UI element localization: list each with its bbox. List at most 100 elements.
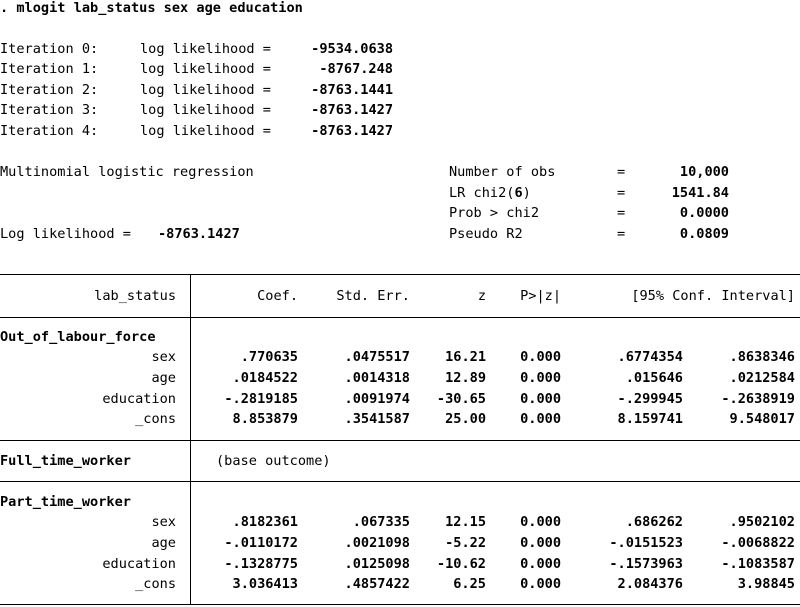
coef-cell: -.0110172 bbox=[224, 535, 298, 551]
log-likelihood-value: -8763.1427 bbox=[158, 226, 240, 242]
stat-value: 10,000 bbox=[679, 164, 729, 180]
iteration-text: log likelihood = bbox=[140, 102, 271, 118]
ci-upper-cell: -.0068822 bbox=[721, 535, 795, 551]
stat-label-text: LR chi2( bbox=[449, 185, 515, 201]
table-group-rule bbox=[0, 481, 800, 482]
z-cell: -5.22 bbox=[445, 535, 486, 551]
stat-label: Number of obs bbox=[449, 164, 556, 180]
p-cell: 0.000 bbox=[520, 391, 561, 407]
table-bottom-rule bbox=[0, 604, 800, 605]
depvar-label: lab_status bbox=[94, 288, 176, 304]
p-cell: 0.000 bbox=[520, 370, 561, 386]
ci-upper-cell: 3.98845 bbox=[737, 576, 795, 592]
ci-lower-cell: 2.084376 bbox=[617, 576, 683, 592]
variable-name: sex bbox=[151, 514, 176, 530]
z-cell: 12.89 bbox=[445, 370, 486, 386]
coef-cell: 3.036413 bbox=[232, 576, 298, 592]
z-cell: 6.25 bbox=[453, 576, 486, 592]
column-header: Coef. bbox=[257, 288, 298, 304]
table-group-rule bbox=[0, 440, 800, 441]
outcome-group-label: Out_of_labour_force bbox=[0, 329, 156, 345]
stat-label: Prob > chi2 bbox=[449, 205, 540, 221]
variable-name: sex bbox=[151, 349, 176, 365]
iteration-value: -9534.0638 bbox=[311, 41, 393, 57]
table-vertical-rule bbox=[190, 274, 191, 605]
variable-name: age bbox=[151, 535, 176, 551]
ci-lower-cell: 8.159741 bbox=[617, 411, 683, 427]
variable-name: education bbox=[102, 391, 176, 407]
iteration-label: Iteration 4: bbox=[0, 123, 99, 139]
p-cell: 0.000 bbox=[520, 514, 561, 530]
iteration-label: Iteration 0: bbox=[0, 41, 99, 57]
model-title: Multinomial logistic regression bbox=[0, 164, 254, 180]
stat-equals: = bbox=[617, 205, 626, 221]
se-cell: .4857422 bbox=[344, 576, 410, 592]
ci-upper-cell: 9.548017 bbox=[729, 411, 795, 427]
coef-cell: .0184522 bbox=[232, 370, 298, 386]
ci-lower-cell: -.1573963 bbox=[609, 556, 683, 572]
iteration-label: Iteration 1: bbox=[0, 61, 99, 77]
table-header-rule bbox=[0, 317, 800, 318]
stat-equals: = bbox=[617, 185, 626, 201]
ci-upper-cell: .9502102 bbox=[729, 514, 795, 530]
ci-upper-cell: -.1083587 bbox=[721, 556, 795, 572]
variable-name: age bbox=[151, 370, 176, 386]
se-cell: .0475517 bbox=[344, 349, 410, 365]
stat-equals: = bbox=[617, 226, 626, 242]
iteration-value: -8763.1427 bbox=[311, 123, 393, 139]
variable-name: education bbox=[102, 556, 176, 572]
iteration-text: log likelihood = bbox=[140, 82, 271, 98]
se-cell: .3541587 bbox=[344, 411, 410, 427]
ci-lower-cell: .686262 bbox=[625, 514, 683, 530]
z-cell: 25.00 bbox=[445, 411, 486, 427]
column-header: [95% Conf. Interval] bbox=[631, 288, 795, 304]
ci-upper-cell: -.2638919 bbox=[721, 391, 795, 407]
outcome-group-label: Full_time_worker bbox=[0, 453, 131, 469]
stat-value: 0.0809 bbox=[679, 226, 729, 242]
stat-label: Pseudo R2 bbox=[449, 226, 523, 242]
se-cell: .0021098 bbox=[344, 535, 410, 551]
coef-cell: .8182361 bbox=[232, 514, 298, 530]
log-likelihood-label: Log likelihood = bbox=[0, 226, 131, 242]
se-cell: .0014318 bbox=[344, 370, 410, 386]
table-top-rule bbox=[0, 274, 800, 275]
iteration-value: -8767.248 bbox=[319, 61, 393, 77]
ci-lower-cell: -.0151523 bbox=[609, 535, 683, 551]
ci-upper-cell: .8638346 bbox=[729, 349, 795, 365]
column-header: Std. Err. bbox=[336, 288, 410, 304]
column-header: z bbox=[477, 288, 486, 304]
ci-lower-cell: -.299945 bbox=[617, 391, 683, 407]
stat-label: LR chi2(6) bbox=[449, 185, 531, 201]
iteration-value: -8763.1441 bbox=[311, 82, 393, 98]
base-outcome-note: (base outcome) bbox=[216, 453, 331, 469]
coef-cell: -.2819185 bbox=[224, 391, 298, 407]
ci-upper-cell: .0212584 bbox=[729, 370, 795, 386]
ci-lower-cell: .015646 bbox=[625, 370, 683, 386]
p-cell: 0.000 bbox=[520, 349, 561, 365]
outcome-group-label: Part_time_worker bbox=[0, 494, 131, 510]
z-cell: -10.62 bbox=[436, 556, 486, 572]
iteration-text: log likelihood = bbox=[140, 123, 271, 139]
coef-cell: .770635 bbox=[240, 349, 298, 365]
column-header: P>|z| bbox=[520, 288, 561, 304]
iteration-text: log likelihood = bbox=[140, 41, 271, 57]
iteration-label: Iteration 2: bbox=[0, 82, 99, 98]
z-cell: 12.15 bbox=[445, 514, 486, 530]
p-cell: 0.000 bbox=[520, 411, 561, 427]
z-cell: 16.21 bbox=[445, 349, 486, 365]
variable-name: _cons bbox=[135, 576, 176, 592]
ci-lower-cell: .6774354 bbox=[617, 349, 683, 365]
variable-name: _cons bbox=[135, 411, 176, 427]
p-cell: 0.000 bbox=[520, 556, 561, 572]
iteration-label: Iteration 3: bbox=[0, 102, 99, 118]
stat-equals: = bbox=[617, 164, 626, 180]
command-line: . mlogit lab_status sex age education bbox=[0, 0, 303, 16]
iteration-value: -8763.1427 bbox=[311, 102, 393, 118]
p-cell: 0.000 bbox=[520, 535, 561, 551]
se-cell: .0091974 bbox=[344, 391, 410, 407]
stat-value: 1541.84 bbox=[671, 185, 729, 201]
iteration-text: log likelihood = bbox=[140, 61, 271, 77]
se-cell: .0125098 bbox=[344, 556, 410, 572]
stat-label-df: 6 bbox=[514, 185, 523, 201]
stat-value: 0.0000 bbox=[679, 205, 729, 221]
